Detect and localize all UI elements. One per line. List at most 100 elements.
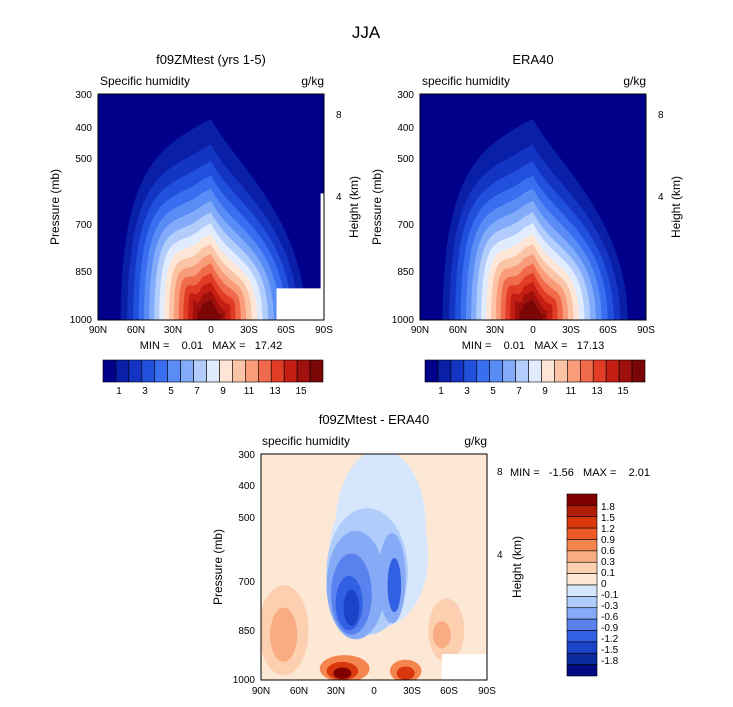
- colorbar-label: 3: [464, 386, 470, 397]
- x-tick-labels: 90N 60N 30N 0 30S 60S 90S: [252, 686, 496, 697]
- colorbar-swatch: [567, 359, 581, 383]
- colorbar-swatch: [566, 550, 598, 563]
- colorbar-label: 13: [591, 386, 603, 397]
- y2-tick: 8: [658, 110, 664, 121]
- y-tick: 300: [75, 90, 92, 101]
- x-tick: 90N: [411, 325, 429, 336]
- colorbar-label: 5: [490, 386, 496, 397]
- colorbar-swatch: [566, 630, 598, 643]
- colorbar-swatch: [541, 359, 555, 383]
- x-tick: 60N: [127, 325, 145, 336]
- y2-tick: 4: [497, 550, 503, 561]
- min-max-label: MIN = 0.01 MAX = 17.13: [462, 340, 604, 352]
- colorbar-swatch: [631, 359, 646, 383]
- y-tick: 1000: [233, 675, 256, 686]
- difference-field: [261, 454, 487, 680]
- colorbar-swatch: [245, 359, 259, 383]
- x-tick: 0: [208, 325, 214, 336]
- colorbar-label: 1: [116, 386, 122, 397]
- y2label: Height (km): [510, 536, 524, 598]
- y-tick: 400: [397, 123, 414, 134]
- colorbar-swatch: [296, 359, 311, 383]
- colorbar-swatch: [489, 359, 503, 383]
- figure-title: JJA: [352, 23, 381, 42]
- colorbar-swatch: [566, 539, 598, 552]
- colorbar-swatch: [283, 359, 298, 383]
- colorbar-swatch: [424, 359, 439, 383]
- y-tick-labels: 300 400 500 700 850 1000: [233, 450, 256, 686]
- colorbar-swatch: [219, 359, 233, 383]
- colorbar-label: 0: [601, 579, 607, 590]
- variable-label: specific humidity: [422, 74, 510, 88]
- ylabel: Pressure (mb): [211, 529, 225, 605]
- x-tick: 30S: [562, 325, 580, 336]
- x-tick: 90N: [252, 686, 270, 697]
- colorbar-swatch: [592, 359, 607, 383]
- colorbar-swatch: [193, 359, 207, 383]
- x-tick: 30N: [486, 325, 504, 336]
- units-label: g/kg: [623, 74, 646, 88]
- colorbar-swatch: [309, 359, 324, 383]
- ylabel: Pressure (mb): [48, 169, 62, 245]
- x-tick: 30N: [164, 325, 182, 336]
- panel-title: f09ZMtest - ERA40: [319, 412, 430, 427]
- colorbar-swatch: [566, 505, 598, 518]
- positive-region: [432, 621, 451, 649]
- colorbar-swatch: [141, 359, 156, 383]
- colorbar-label: 11: [566, 386, 577, 397]
- colorbar-label: 13: [269, 386, 281, 397]
- x-tick: 0: [371, 686, 377, 697]
- colorbar-swatch: [566, 652, 598, 665]
- colorbar-label: 0.1: [601, 568, 615, 579]
- colorbar-swatch: [115, 359, 130, 383]
- variable-label: Specific humidity: [100, 74, 190, 88]
- panel-title: f09ZMtest (yrs 1-5): [156, 52, 266, 67]
- colorbar-swatch: [437, 359, 452, 383]
- colorbar-swatch: [528, 359, 542, 383]
- colorbar-swatch: [566, 527, 598, 540]
- colorbar-label: 15: [617, 386, 629, 397]
- y2label: Height (km): [347, 176, 361, 238]
- x-tick: 90N: [89, 325, 107, 336]
- colorbar-labels: 1.8 1.5 1.2 0.9 0.6 0.3 0.1 0 -0.1 -0.3 …: [601, 502, 619, 667]
- colorbar: [102, 359, 324, 383]
- y-tick: 1000: [70, 315, 93, 326]
- colorbar-swatch: [515, 359, 529, 383]
- colorbar-swatch: [554, 359, 568, 383]
- colorbar: [424, 359, 646, 383]
- colorbar-label: 1.2: [601, 524, 615, 535]
- colorbar-label: 0.6: [601, 546, 615, 557]
- colorbar-label: -1.2: [601, 634, 619, 645]
- colorbar-swatch: [566, 561, 598, 574]
- colorbar-label: -1.8: [601, 656, 619, 667]
- y-tick: 850: [238, 626, 255, 637]
- y2-tick-labels: 8 4: [658, 110, 664, 203]
- plot-frame: [419, 93, 647, 321]
- variable-label: specific humidity: [262, 434, 350, 448]
- humidity-field: [98, 94, 324, 320]
- x-tick: 90S: [637, 325, 655, 336]
- colorbar-label: 1.5: [601, 513, 615, 524]
- x-tick: 0: [530, 325, 536, 336]
- y2-tick: 8: [336, 110, 342, 121]
- colorbar-swatch: [566, 584, 598, 597]
- panel-difference: f09ZMtest - ERA40 specific humidity g/kg…: [211, 412, 650, 697]
- colorbar-swatch: [566, 573, 598, 586]
- y2-tick: 4: [658, 192, 664, 203]
- y-tick: 700: [397, 220, 414, 231]
- x-tick-labels: 90N 60N 30N 0 30S 60S 90S: [411, 325, 655, 336]
- ylabel: Pressure (mb): [370, 169, 384, 245]
- panel-title: ERA40: [512, 52, 553, 67]
- colorbar-label: 1: [438, 386, 444, 397]
- min-max-label: MIN = -1.56 MAX = 2.01: [510, 467, 650, 479]
- colorbar-swatch: [605, 359, 620, 383]
- y-tick: 850: [397, 267, 414, 278]
- y-tick-labels: 300 400 500 700 850 1000: [70, 90, 93, 326]
- x-tick: 60S: [440, 686, 458, 697]
- colorbar-swatch: [450, 359, 465, 383]
- missing-data-region: [441, 654, 487, 680]
- y-tick: 300: [238, 450, 255, 461]
- y-tick: 850: [75, 267, 92, 278]
- colorbar-swatch: [167, 359, 181, 383]
- colorbar-label: 7: [516, 386, 522, 397]
